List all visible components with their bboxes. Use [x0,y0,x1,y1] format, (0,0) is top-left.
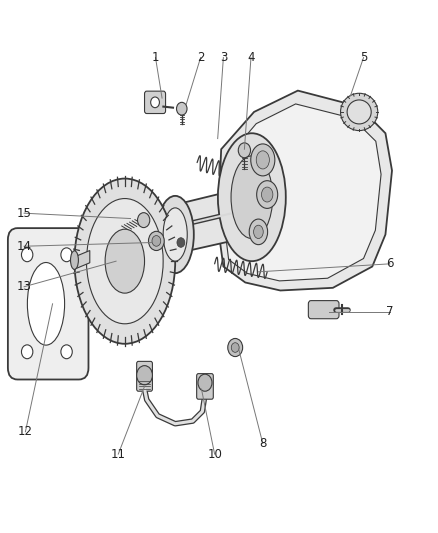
Circle shape [177,238,185,247]
Circle shape [177,102,187,115]
Ellipse shape [256,151,269,169]
Text: 1: 1 [152,51,159,64]
Ellipse shape [74,179,175,344]
Ellipse shape [347,100,371,124]
Text: 10: 10 [207,448,222,461]
Text: 5: 5 [360,51,367,64]
Circle shape [137,366,152,385]
FancyBboxPatch shape [137,361,152,391]
Ellipse shape [157,196,194,273]
Text: 3: 3 [220,51,227,64]
Circle shape [21,345,33,359]
FancyBboxPatch shape [8,228,88,379]
Ellipse shape [254,225,263,239]
FancyBboxPatch shape [197,374,213,399]
Text: 4: 4 [247,51,255,64]
Circle shape [228,338,243,357]
Circle shape [61,345,72,359]
Ellipse shape [261,187,273,202]
Circle shape [148,231,164,251]
Polygon shape [219,91,392,290]
Circle shape [21,248,33,262]
Polygon shape [118,187,250,266]
Polygon shape [74,251,90,269]
Circle shape [231,343,239,352]
Circle shape [198,374,212,391]
Ellipse shape [163,208,187,261]
Text: 12: 12 [18,425,33,438]
Text: 8: 8 [259,437,266,450]
Circle shape [138,213,150,228]
Text: 6: 6 [386,257,394,270]
Ellipse shape [251,144,275,176]
Ellipse shape [218,133,286,261]
FancyBboxPatch shape [308,301,339,319]
Circle shape [61,248,72,262]
Text: 13: 13 [17,280,32,293]
Text: 2: 2 [197,51,205,64]
Ellipse shape [249,219,268,245]
Polygon shape [226,104,381,281]
Circle shape [151,97,159,108]
Text: 14: 14 [17,240,32,253]
Circle shape [152,236,161,246]
Ellipse shape [105,229,145,293]
Ellipse shape [86,199,163,324]
Ellipse shape [257,181,278,208]
Ellipse shape [340,93,378,131]
Circle shape [238,143,251,158]
Text: 11: 11 [111,448,126,461]
Ellipse shape [71,251,78,269]
Ellipse shape [27,263,64,345]
Ellipse shape [231,156,272,239]
Text: 15: 15 [17,207,32,220]
FancyBboxPatch shape [145,91,166,114]
Text: 7: 7 [386,305,394,318]
